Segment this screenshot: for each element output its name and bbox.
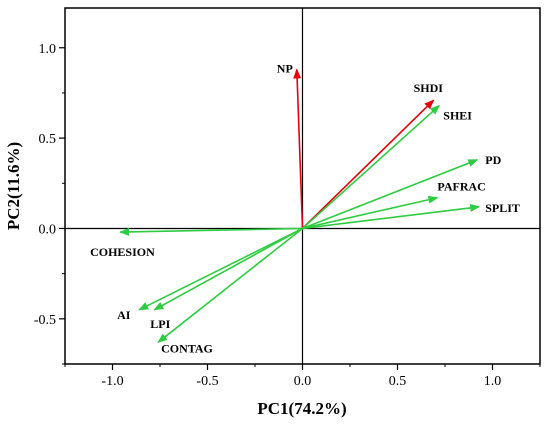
loading-arrow-np [293,68,304,229]
vector-label-ai: AI [117,308,131,322]
y-tick-label: -0.5 [34,313,56,328]
y-axis-ticks: -0.5 0.0 0.5 1.0 [34,42,65,365]
loading-arrow-shei [301,104,441,230]
x-tick-label: 0.5 [389,374,407,389]
y-tick-label: 1.0 [39,42,57,57]
loading-arrow-lpi [153,227,303,311]
loading-arrow-pd [302,159,479,230]
y-tick-label: 0.0 [39,222,57,237]
vector-label-shdi: SHDI [414,81,444,95]
x-axis-title: PC1(74.2%) [257,399,346,418]
vector-label-pd: PD [485,153,501,167]
vector-label-shei: SHEI [443,109,472,123]
x-axis-ticks: -1.0 -0.5 0.0 0.5 1.0 [64,364,541,389]
x-tick-label: -1.0 [101,374,123,389]
vector-label-np: NP [277,61,293,75]
y-axis-title: PC2(11.6%) [4,142,23,230]
vector-label-cohesion: COHESION [90,245,155,259]
x-tick-label: 0.0 [294,374,312,389]
y-tick-label: 0.5 [39,132,57,147]
x-tick-label: 1.0 [484,374,502,389]
loading-arrow-shdi [301,99,435,230]
vector-label-pafrac: PAFRAC [437,180,485,194]
loading-arrow-ai [138,227,303,311]
vector-label-contag: CONTAG [161,341,213,355]
vector-label-split: SPLIT [485,201,520,215]
vector-label-lpi: LPI [150,317,170,331]
loading-arrow-contag [157,227,303,343]
loading-arrow-split [302,203,481,230]
loading-arrow-cohesion [119,227,303,236]
x-tick-label: -0.5 [196,374,218,389]
loading-arrow-pafrac [302,195,439,230]
